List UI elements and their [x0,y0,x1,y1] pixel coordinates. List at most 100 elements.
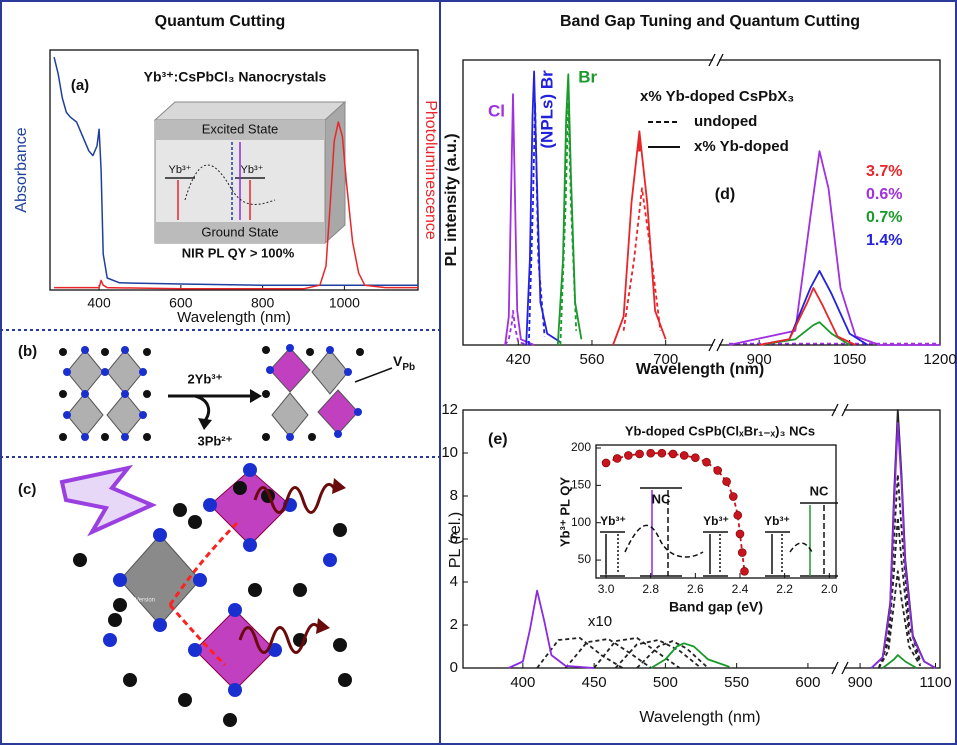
panel-label: (d) [715,186,735,203]
series-label: (NPLs) Br [538,70,557,149]
x-tick-label: 2.0 [821,582,838,596]
diagram-label: Yb³⁺ [241,164,264,176]
axis-break [831,403,839,417]
x-tick-label: 400 [87,295,111,311]
data-point [737,548,747,557]
data-point [735,529,745,539]
x-tick-label: 450 [582,674,607,691]
y-tick-label: 50 [578,552,592,566]
x-tick-label: 2.4 [732,582,749,596]
axis-break [716,53,724,67]
series-line [54,121,418,290]
diagram-note: NIR PL QY > 100% [182,245,295,260]
energy-diagram [600,487,838,577]
legend-label: x% Yb-doped [694,138,789,155]
x-tick-label: 1100 [919,674,951,691]
data-point [733,510,743,520]
panel-title: Quantum Cutting [155,13,286,30]
legend-label: undoped [694,113,757,130]
x-tick-label: 2.8 [642,582,659,596]
y-tick-label: 6 [450,530,458,547]
watermark: Version [135,598,155,604]
crystal-illustration [59,463,352,727]
series-line [504,93,535,346]
vacancy-subscript: Pb [402,362,415,373]
data-point [668,449,678,459]
legend-title: x% Yb-doped CsPbX₃ [640,88,794,105]
series-line [504,309,530,346]
plot-frame [49,49,419,291]
subtitle: Yb³⁺:CsPbCl₃ Nanocrystals [144,69,327,85]
axis-break [713,57,719,63]
panel-label: (a) [71,77,89,94]
diagram-label: Ground State [201,224,278,239]
reaction-label: 2Yb³⁺ [187,371,222,386]
diagram-label: NC [652,491,671,506]
data-point [657,448,667,458]
doping-label: 0.6% [866,186,902,203]
series-line [759,321,851,346]
axis-break [713,342,719,348]
y-axis-label: PL intensity (a.u.) [443,133,460,266]
chart-0: 400 600 800 1000 [49,49,419,311]
series-line [636,640,709,669]
y-tick-label: 2 [450,616,458,633]
doping-label: 1.4% [866,232,902,249]
chart-3: 3.0 2.8 2.6 2.4 2.2 2.0 50 100 150 200 [571,440,838,596]
diagram-label: NC [810,483,829,498]
y-tick-label: 0 [450,659,458,676]
plot-frame [462,59,941,346]
y-axis-label: Absorbance [13,127,30,212]
crystal-illustration [59,344,364,441]
y-tick-label: 10 [441,444,458,461]
x-axis-label: Band gap (eV) [669,599,763,615]
plot-frame [595,444,837,579]
diagram-label: Yb³⁺ [169,164,192,176]
axis-break [841,403,849,417]
data-point [722,477,731,486]
series-label: I [637,137,642,156]
diagram-label: Yb³⁺ [703,514,729,528]
vacancy-label: VPb [393,353,415,373]
series-line [508,589,595,669]
data-point [713,466,722,475]
x-tick-label: 500 [653,674,678,691]
y-tick-label: 100 [571,515,591,529]
series-line [614,639,702,669]
series-line [728,150,940,346]
panel-label: (c) [18,481,36,498]
series-line [870,422,936,669]
x-tick-label: 400 [510,674,535,691]
diagram-label: Excited State [202,121,279,136]
x-tick-label: 2.6 [687,582,704,596]
y-axis-label: PL (rel.) [447,512,464,568]
annotation: x10 [588,613,612,630]
x-tick-label: 560 [579,351,604,368]
series-line [593,637,681,669]
x-tick-label: 550 [724,674,749,691]
series-line [759,287,856,346]
reaction-arrow [250,389,262,403]
series-line [650,642,730,669]
y-tick-label: 4 [450,573,458,590]
x-tick-label: 2.2 [776,582,793,596]
data-point [646,448,655,458]
data-point [624,451,633,460]
chart-2: 400 450 500 550 600 900 1100 0 2 4 6 8 10 12 [441,401,951,691]
data-point [740,566,749,576]
x-axis-label: Wavelength (nm) [639,709,760,726]
x-tick-label: 3.0 [598,582,615,596]
axis-break [836,407,844,413]
axis-break [708,338,716,352]
series-label: Cl [488,102,505,121]
axis-break [841,661,849,675]
series-line [53,57,418,286]
pointer [354,367,393,383]
series-line [878,570,922,669]
axis-break [836,665,844,671]
reaction-label: 3Pb²⁺ [197,433,232,448]
series-line [622,187,662,331]
x-tick-label: 700 [653,351,678,368]
doping-label: 3.7% [866,163,902,180]
